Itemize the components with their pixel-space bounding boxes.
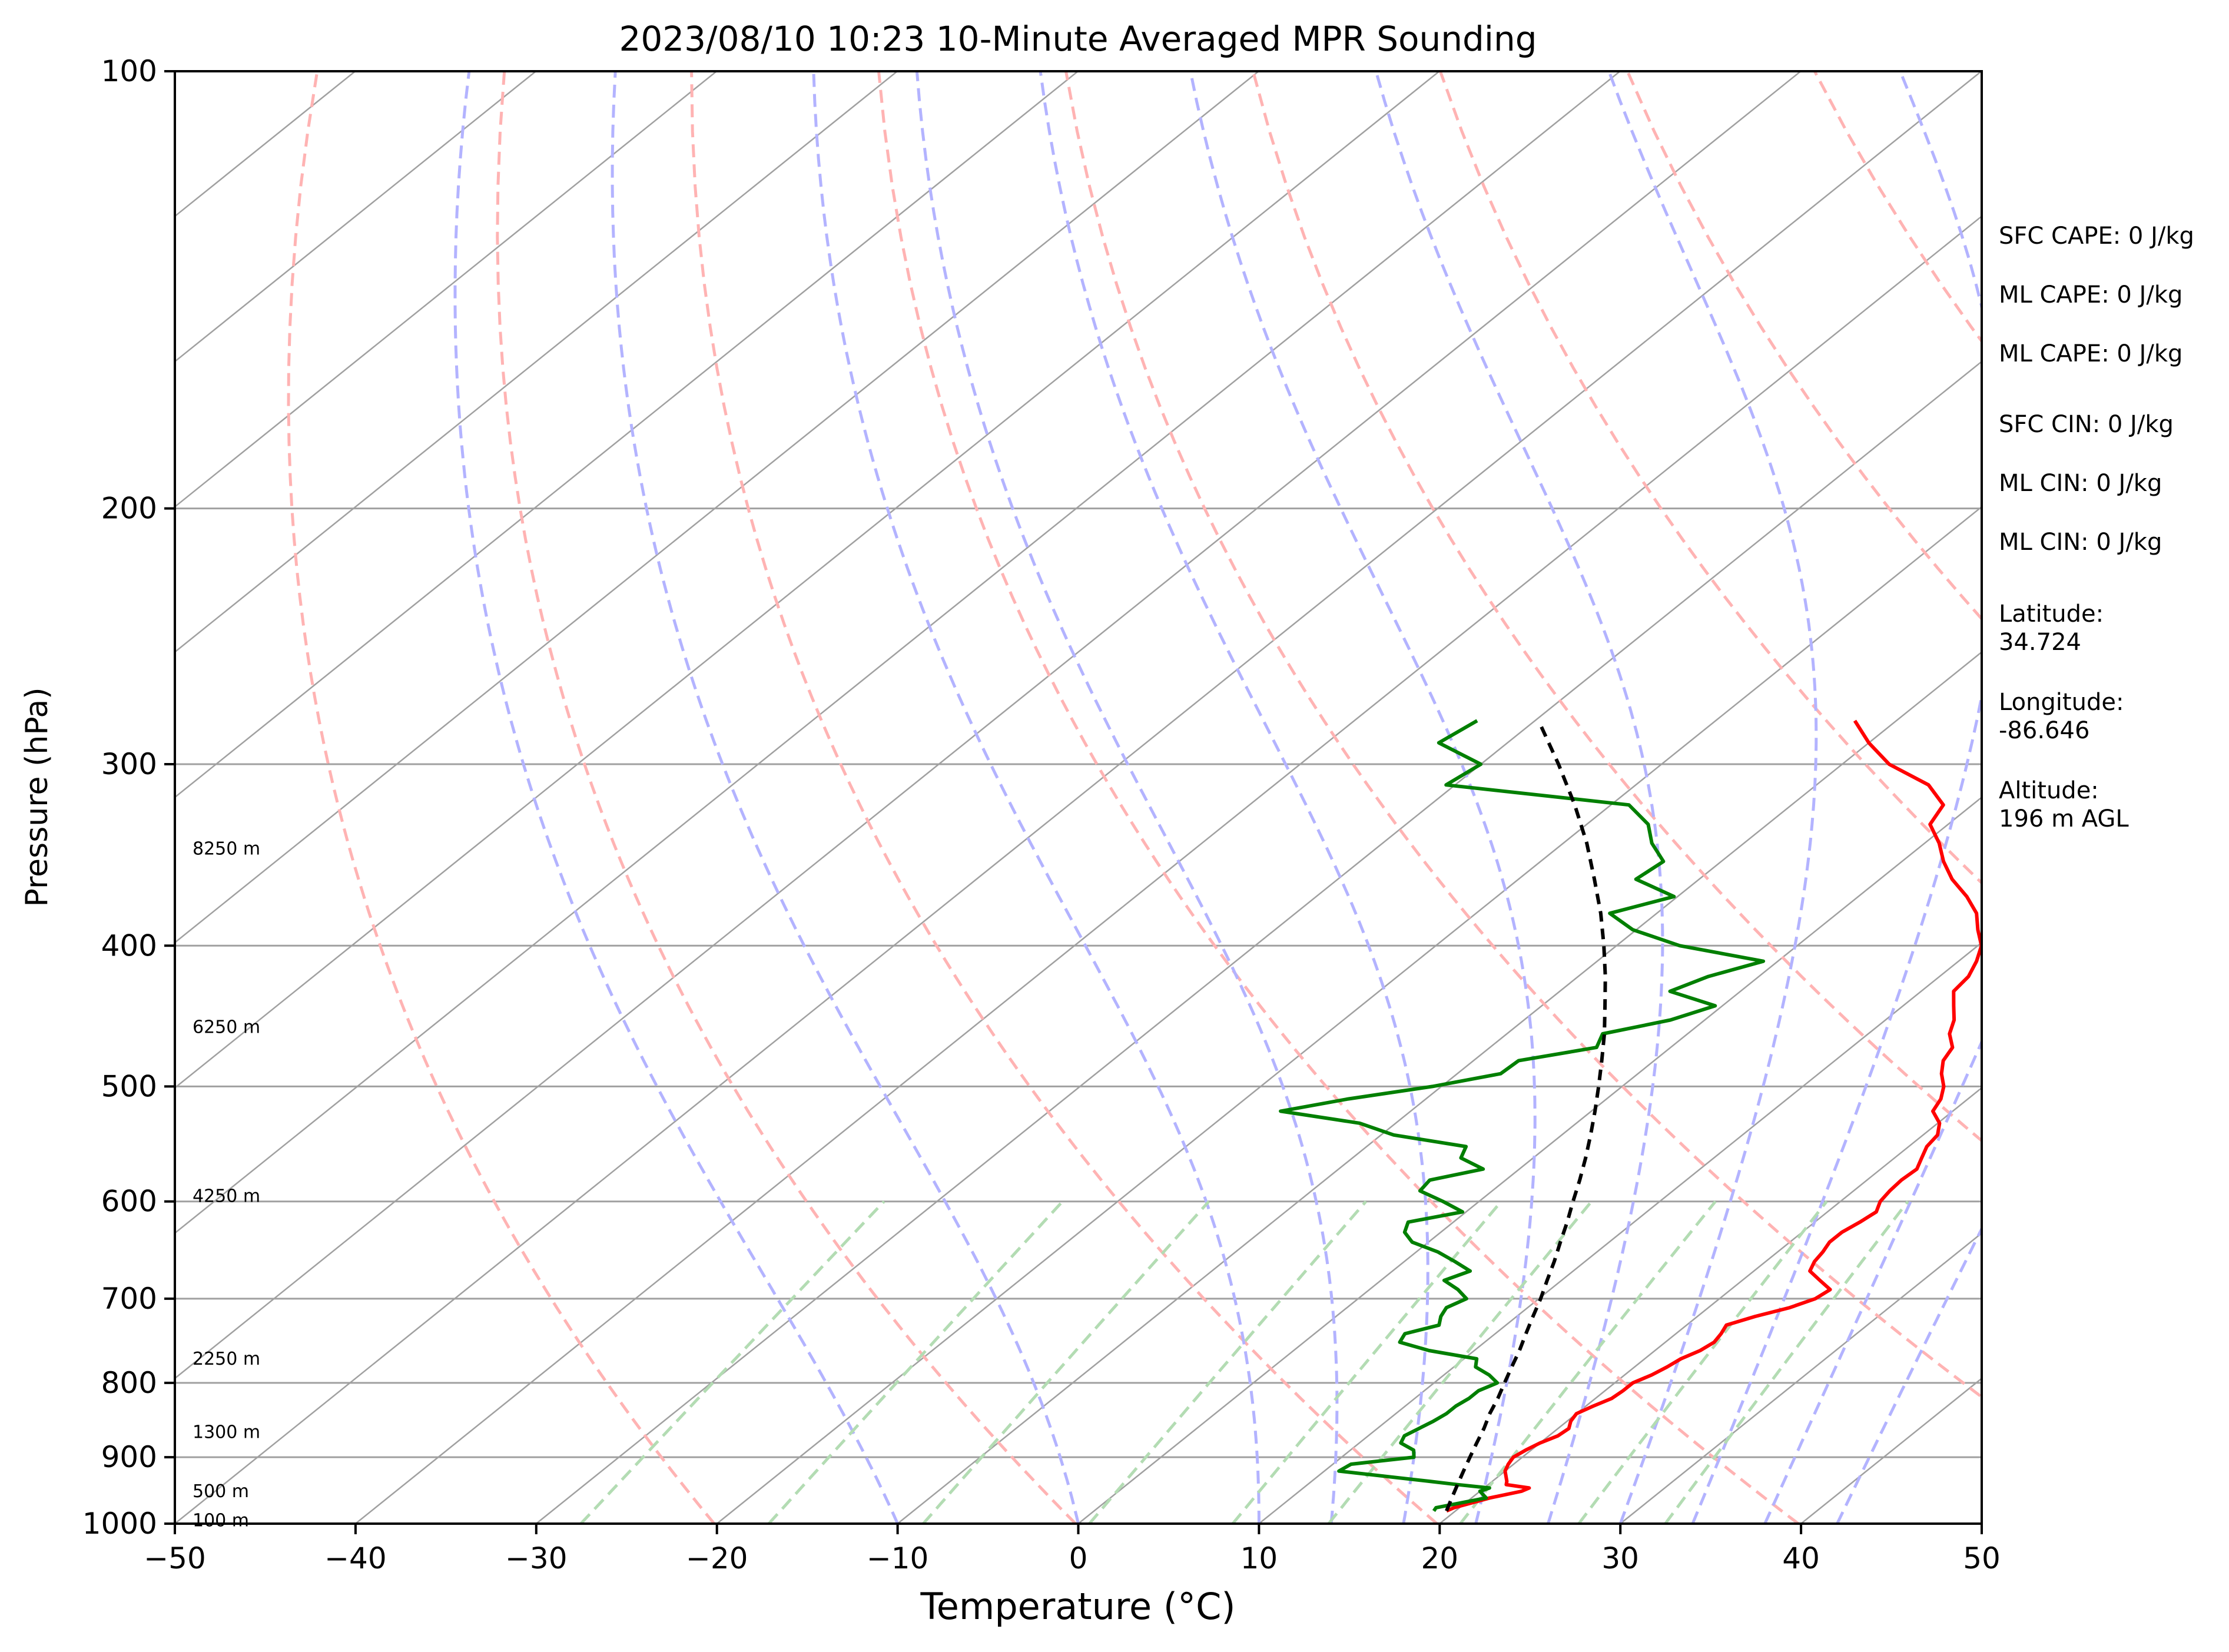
longitude-value: -86.646 [1999, 717, 2089, 744]
isotherm-line [175, 71, 1259, 944]
mixing-ratio-line [1459, 1200, 1717, 1524]
isotherm-line [175, 71, 717, 508]
isotherm-line [897, 651, 1982, 1524]
x-tick-label: −50 [144, 1541, 206, 1575]
moist-adiabat-line [611, 71, 1080, 1524]
y-tick-label: 900 [101, 1440, 157, 1474]
mixing-ratio-line [1577, 1200, 1828, 1524]
x-tick-label: −40 [324, 1541, 387, 1575]
x-tick-label: −20 [686, 1541, 748, 1575]
mixing-ratio-line [1231, 1200, 1502, 1524]
x-tick-label: 20 [1421, 1541, 1458, 1575]
y-tick-label: 500 [101, 1069, 157, 1103]
mixing-ratio-line [1088, 1200, 1367, 1524]
sfc-cape-text: SFC CAPE: 0 J/kg [1999, 223, 2194, 250]
y-tick-label: 700 [101, 1282, 157, 1316]
altitude-label: Altitude: [1999, 777, 2099, 804]
y-tick-label: 400 [101, 928, 157, 963]
ml-cape-text-2: ML CAPE: 0 J/kg [1999, 340, 2182, 367]
y-tick-label: 800 [101, 1366, 157, 1400]
y-tick-label: 600 [101, 1185, 157, 1219]
x-tick-label: 50 [1963, 1541, 2001, 1575]
dewpoint-profile-line [1279, 719, 1766, 1512]
parcel-profile-line [1445, 719, 1607, 1512]
chart-title: 2023/08/10 10:23 10-Minute Averaged MPR … [619, 19, 1537, 59]
axis-ticks: −50 −40 −30 −20 −10 0 10 20 30 40 50 1000 900 800 700 6… [82, 54, 2001, 1575]
height-label: 1300 m [193, 1422, 260, 1443]
isotherm-line [1620, 1232, 1982, 1524]
isotherm-line [1258, 941, 1982, 1524]
height-label: 100 m [193, 1511, 249, 1531]
moist-adiabat-line [915, 71, 1339, 1524]
y-tick-label: 1000 [82, 1507, 157, 1541]
x-tick-label: 30 [1601, 1541, 1639, 1575]
info-panel: SFC CAPE: 0 J/kg ML CAPE: 0 J/kg ML CAPE… [1999, 223, 2194, 832]
mixing-ratio-line [922, 1200, 1210, 1524]
mixing-ratio-line [767, 1200, 1064, 1524]
dry-adiabat-line [1064, 71, 1982, 1399]
height-label: 500 m [193, 1481, 249, 1502]
isotherm-line [355, 215, 1982, 1524]
isotherm-line [175, 71, 898, 653]
sfc-cin-text: SFC CIN: 0 J/kg [1999, 411, 2174, 438]
x-axis-label: Temperature (°C) [920, 1585, 1235, 1628]
y-tick-label: 300 [101, 747, 157, 781]
isotherm-line [175, 71, 1621, 1235]
moist-adiabat-line [812, 71, 1261, 1524]
isotherm-line [175, 71, 1440, 1089]
y-tick-label: 100 [101, 54, 157, 88]
height-label: 6250 m [193, 1017, 260, 1037]
x-tick-label: −10 [867, 1541, 929, 1575]
dry-adiabat-line [287, 71, 716, 1524]
x-tick-label: 10 [1240, 1541, 1278, 1575]
background-lines [175, 71, 1982, 1524]
longitude-label: Longitude: [1999, 689, 2124, 716]
altitude-value: 196 m AGL [1999, 805, 2129, 832]
y-axis-label: Pressure (hPa) [19, 688, 55, 907]
x-tick-label: −30 [505, 1541, 568, 1575]
mixing-ratio-line [579, 1200, 885, 1524]
latitude-label: Latitude: [1999, 601, 2104, 628]
height-label: 2250 m [193, 1349, 260, 1369]
moist-adiabat-line [1374, 71, 1664, 1524]
dry-adiabat-line [877, 71, 1800, 1524]
height-label: 8250 m [193, 839, 260, 860]
height-label: 4250 m [193, 1186, 260, 1207]
y-tick-label: 200 [101, 492, 157, 526]
x-tick-label: 0 [1069, 1541, 1088, 1575]
isotherm-line [175, 71, 1802, 1379]
dry-adiabat-line [496, 71, 1077, 1524]
isotherm-line [175, 71, 537, 363]
height-labels: 100 m 500 m 1300 m 2250 m 4250 m 6250 m 8250 m [193, 839, 260, 1531]
dry-adiabat-line [1438, 71, 1982, 885]
moist-adiabat-line [1763, 1038, 1982, 1524]
isotherm-line [716, 506, 1982, 1524]
isotherm-line [536, 360, 1982, 1524]
moist-adiabat-line [453, 71, 899, 1524]
moist-adiabat-line [1039, 71, 1429, 1524]
moist-adiabat-line [1691, 71, 1982, 1524]
latitude-value: 34.724 [1999, 629, 2081, 656]
isotherm-line [175, 71, 1982, 1524]
isotherm-line [175, 71, 1079, 798]
moist-adiabat-line [1189, 71, 1537, 1524]
isotherm-line [1439, 1087, 1982, 1524]
dry-adiabat-line [690, 71, 1438, 1524]
ml-cin-text: ML CIN: 0 J/kg [1999, 470, 2162, 497]
x-tick-label: 40 [1782, 1541, 1820, 1575]
ml-cin-text-2: ML CIN: 0 J/kg [1999, 529, 2162, 556]
ml-cape-text: ML CAPE: 0 J/kg [1999, 281, 2182, 308]
mixing-ratio-line [1327, 1200, 1593, 1524]
